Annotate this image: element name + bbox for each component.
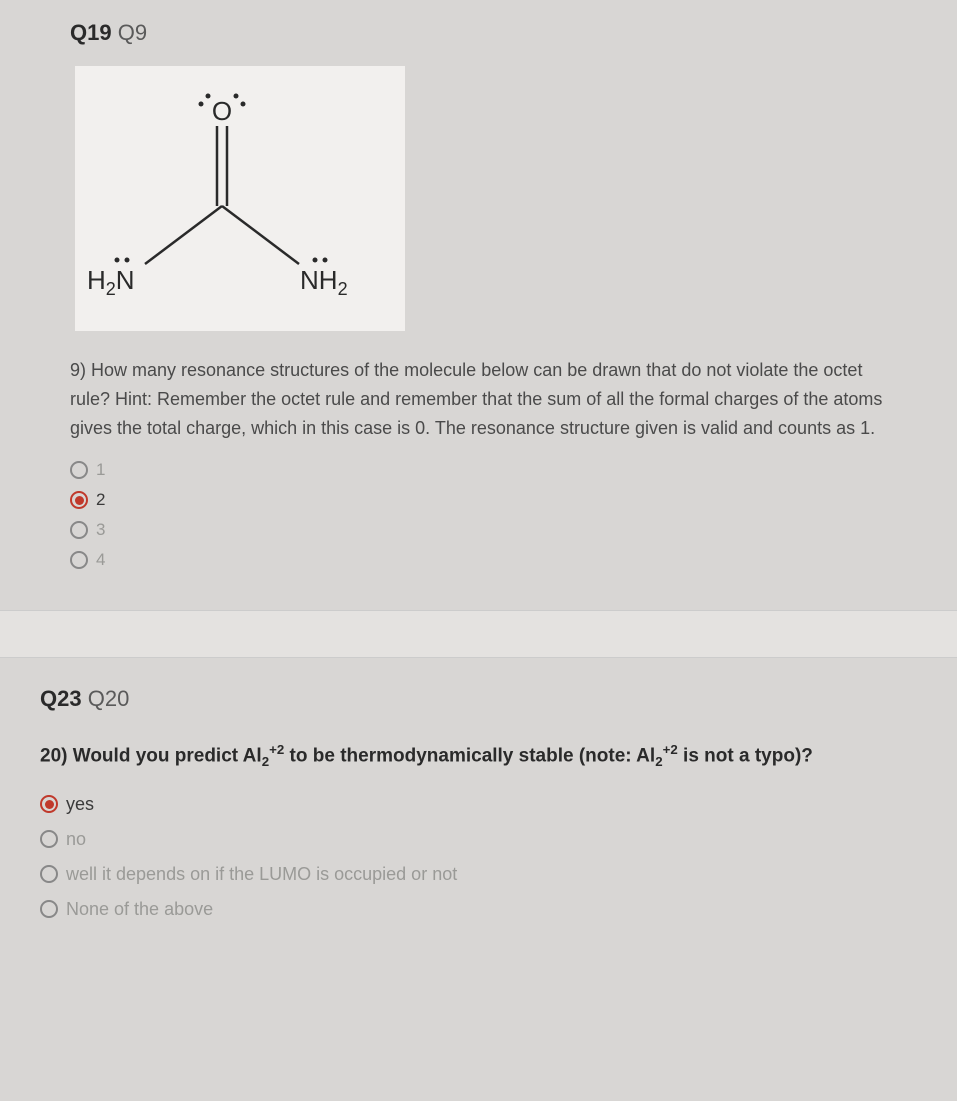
option-label: no [66, 829, 86, 850]
question-23-block: Q23 Q20 20) Would you predict Al2+2 to b… [0, 658, 957, 963]
q20-prefix: 20) Would you predict Al [40, 746, 262, 767]
radio-icon [40, 865, 58, 883]
q1-option-4[interactable]: 4 [70, 550, 887, 570]
q20-sup1: +2 [269, 742, 284, 757]
question-23-header: Q23 Q20 [40, 686, 917, 712]
radio-selected-icon [70, 491, 88, 509]
q2-option-none[interactable]: None of the above [40, 899, 917, 920]
q20-mid: to be thermodynamically stable (note: Al [284, 746, 655, 767]
left-amine-label: H2N [87, 265, 135, 299]
q23-label-bold: Q23 [40, 686, 82, 711]
q20-suffix: is not a typo)? [678, 746, 813, 767]
option-label: None of the above [66, 899, 213, 920]
q20-sub1: 2 [262, 755, 269, 770]
q1-option-2[interactable]: 2 [70, 490, 887, 510]
question-19-block: Q19 Q9 O H2N NH2 [0, 0, 957, 610]
q2-option-depends[interactable]: well it depends on if the LUMO is occupi… [40, 864, 917, 885]
q2-option-no[interactable]: no [40, 829, 917, 850]
radio-icon [70, 521, 88, 539]
oxygen-atom-label: O [212, 96, 232, 126]
molecule-structure: O H2N NH2 [75, 66, 405, 331]
radio-icon [40, 900, 58, 918]
radio-icon [70, 551, 88, 569]
q1-option-1[interactable]: 1 [70, 460, 887, 480]
option-label: 4 [96, 550, 105, 570]
q20-sub2: 2 [655, 755, 662, 770]
radio-icon [40, 830, 58, 848]
radio-icon [70, 461, 88, 479]
q1-option-3[interactable]: 3 [70, 520, 887, 540]
radio-selected-icon [40, 795, 58, 813]
question-separator [0, 610, 957, 658]
option-label: yes [66, 794, 94, 815]
question-20-text: 20) Would you predict Al2+2 to be thermo… [40, 742, 917, 769]
option-label: well it depends on if the LUMO is occupi… [66, 864, 457, 885]
question-19-header: Q19 Q9 [70, 20, 887, 46]
q2-option-yes[interactable]: yes [40, 794, 917, 815]
q23-label-light: Q20 [88, 686, 130, 711]
q19-label-light: Q9 [118, 20, 147, 45]
q19-label-bold: Q19 [70, 20, 112, 45]
option-label: 3 [96, 520, 105, 540]
option-label: 1 [96, 460, 105, 480]
option-label: 2 [96, 490, 105, 510]
right-amine-label: NH2 [300, 265, 348, 299]
q20-sup2: +2 [663, 742, 678, 757]
question-9-text: 9) How many resonance structures of the … [70, 356, 887, 442]
urea-molecule-svg: O H2N NH2 [75, 76, 375, 316]
